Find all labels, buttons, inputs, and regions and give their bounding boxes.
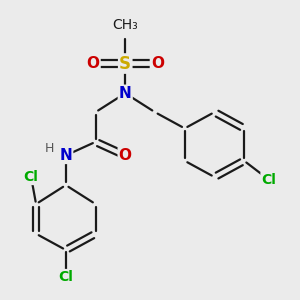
Text: N: N xyxy=(59,148,72,163)
Text: S: S xyxy=(119,55,131,73)
Text: O: O xyxy=(86,56,100,71)
Text: Cl: Cl xyxy=(58,270,73,284)
Text: Cl: Cl xyxy=(24,170,38,184)
Text: CH₃: CH₃ xyxy=(112,19,138,32)
Text: Cl: Cl xyxy=(262,173,276,187)
Text: N: N xyxy=(119,86,132,101)
Text: H: H xyxy=(45,142,54,155)
Text: O: O xyxy=(151,56,164,71)
Text: O: O xyxy=(119,148,132,163)
